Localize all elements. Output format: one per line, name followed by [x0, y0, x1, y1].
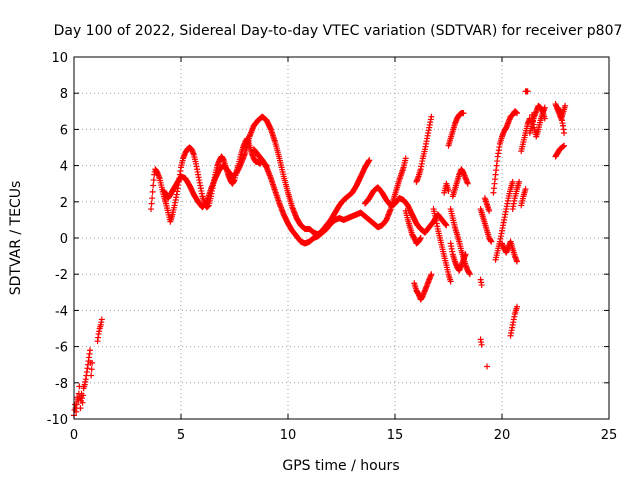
y-tick-label: -2: [55, 268, 68, 283]
data-point: [80, 392, 87, 399]
y-tick-label: 6: [60, 123, 68, 138]
data-point: [516, 178, 523, 185]
data-point: [466, 271, 473, 278]
data-point: [417, 235, 424, 241]
data-point: [462, 251, 469, 258]
x-tick-label: 0: [70, 428, 78, 443]
data-point: [541, 104, 548, 111]
data-point: [509, 178, 516, 185]
axis-ticks: 0 5 10 15 20 25 -10 -8 -6 -4 -2 0 2 4 6 8 10: [47, 51, 618, 443]
x-axis-label: GPS time / hours: [282, 458, 399, 474]
data-point: [79, 399, 86, 406]
data-point: [148, 206, 155, 213]
y-tick-label: 2: [60, 196, 68, 211]
x-tick-label: 20: [494, 428, 511, 443]
data-point: [460, 110, 467, 117]
data-point: [561, 142, 568, 149]
y-tick-label: -8: [55, 377, 68, 392]
data-point: [443, 222, 450, 229]
y-tick-label: 10: [51, 51, 68, 66]
data-point: [513, 110, 520, 117]
data-point: [73, 401, 80, 408]
plot-frame: [73, 56, 610, 420]
data-point: [366, 157, 373, 164]
y-tick-label: -6: [55, 341, 68, 356]
data-point: [98, 316, 105, 323]
data-point: [478, 341, 485, 348]
data-point: [478, 282, 485, 289]
data-point: [88, 366, 95, 373]
x-tick-label: 15: [387, 428, 404, 443]
data-point: [87, 347, 94, 354]
data-point: [513, 303, 520, 310]
data-point: [402, 155, 409, 162]
data-point: [428, 271, 435, 278]
y-tick-label: 4: [60, 160, 68, 175]
data-point: [428, 113, 435, 120]
y-tick-label: 8: [60, 87, 68, 102]
data-point: [149, 188, 156, 195]
data-point: [149, 195, 156, 202]
x-tick-label: 5: [177, 428, 185, 443]
data-point: [77, 405, 84, 412]
data-point: [561, 130, 568, 137]
data-point: [524, 88, 531, 95]
data-point: [447, 278, 454, 285]
data-point: [464, 180, 471, 187]
x-tick-label: 10: [280, 428, 297, 443]
data-point: [488, 238, 495, 245]
data-point: [522, 186, 529, 193]
data-point: [88, 372, 95, 379]
data-point: [89, 359, 96, 366]
data-point: [148, 200, 155, 207]
data-point: [150, 177, 157, 184]
data-point: [486, 207, 493, 214]
grid-lines: [74, 57, 609, 419]
data-point: [150, 182, 157, 189]
data-point: [513, 258, 520, 265]
data-point: [562, 102, 569, 109]
y-tick-label: 0: [60, 232, 68, 247]
y-axis-label: SDTVAR / TECUs: [8, 181, 24, 296]
chart-title: Day 100 of 2022, Sidereal Day-to-day VTE…: [54, 23, 623, 39]
x-tick-label: 25: [601, 428, 618, 443]
y-tick-label: -10: [47, 413, 68, 428]
data-markers: [71, 88, 569, 419]
y-tick-label: -4: [55, 304, 68, 319]
data-point: [484, 363, 491, 370]
data-point: [445, 187, 452, 194]
